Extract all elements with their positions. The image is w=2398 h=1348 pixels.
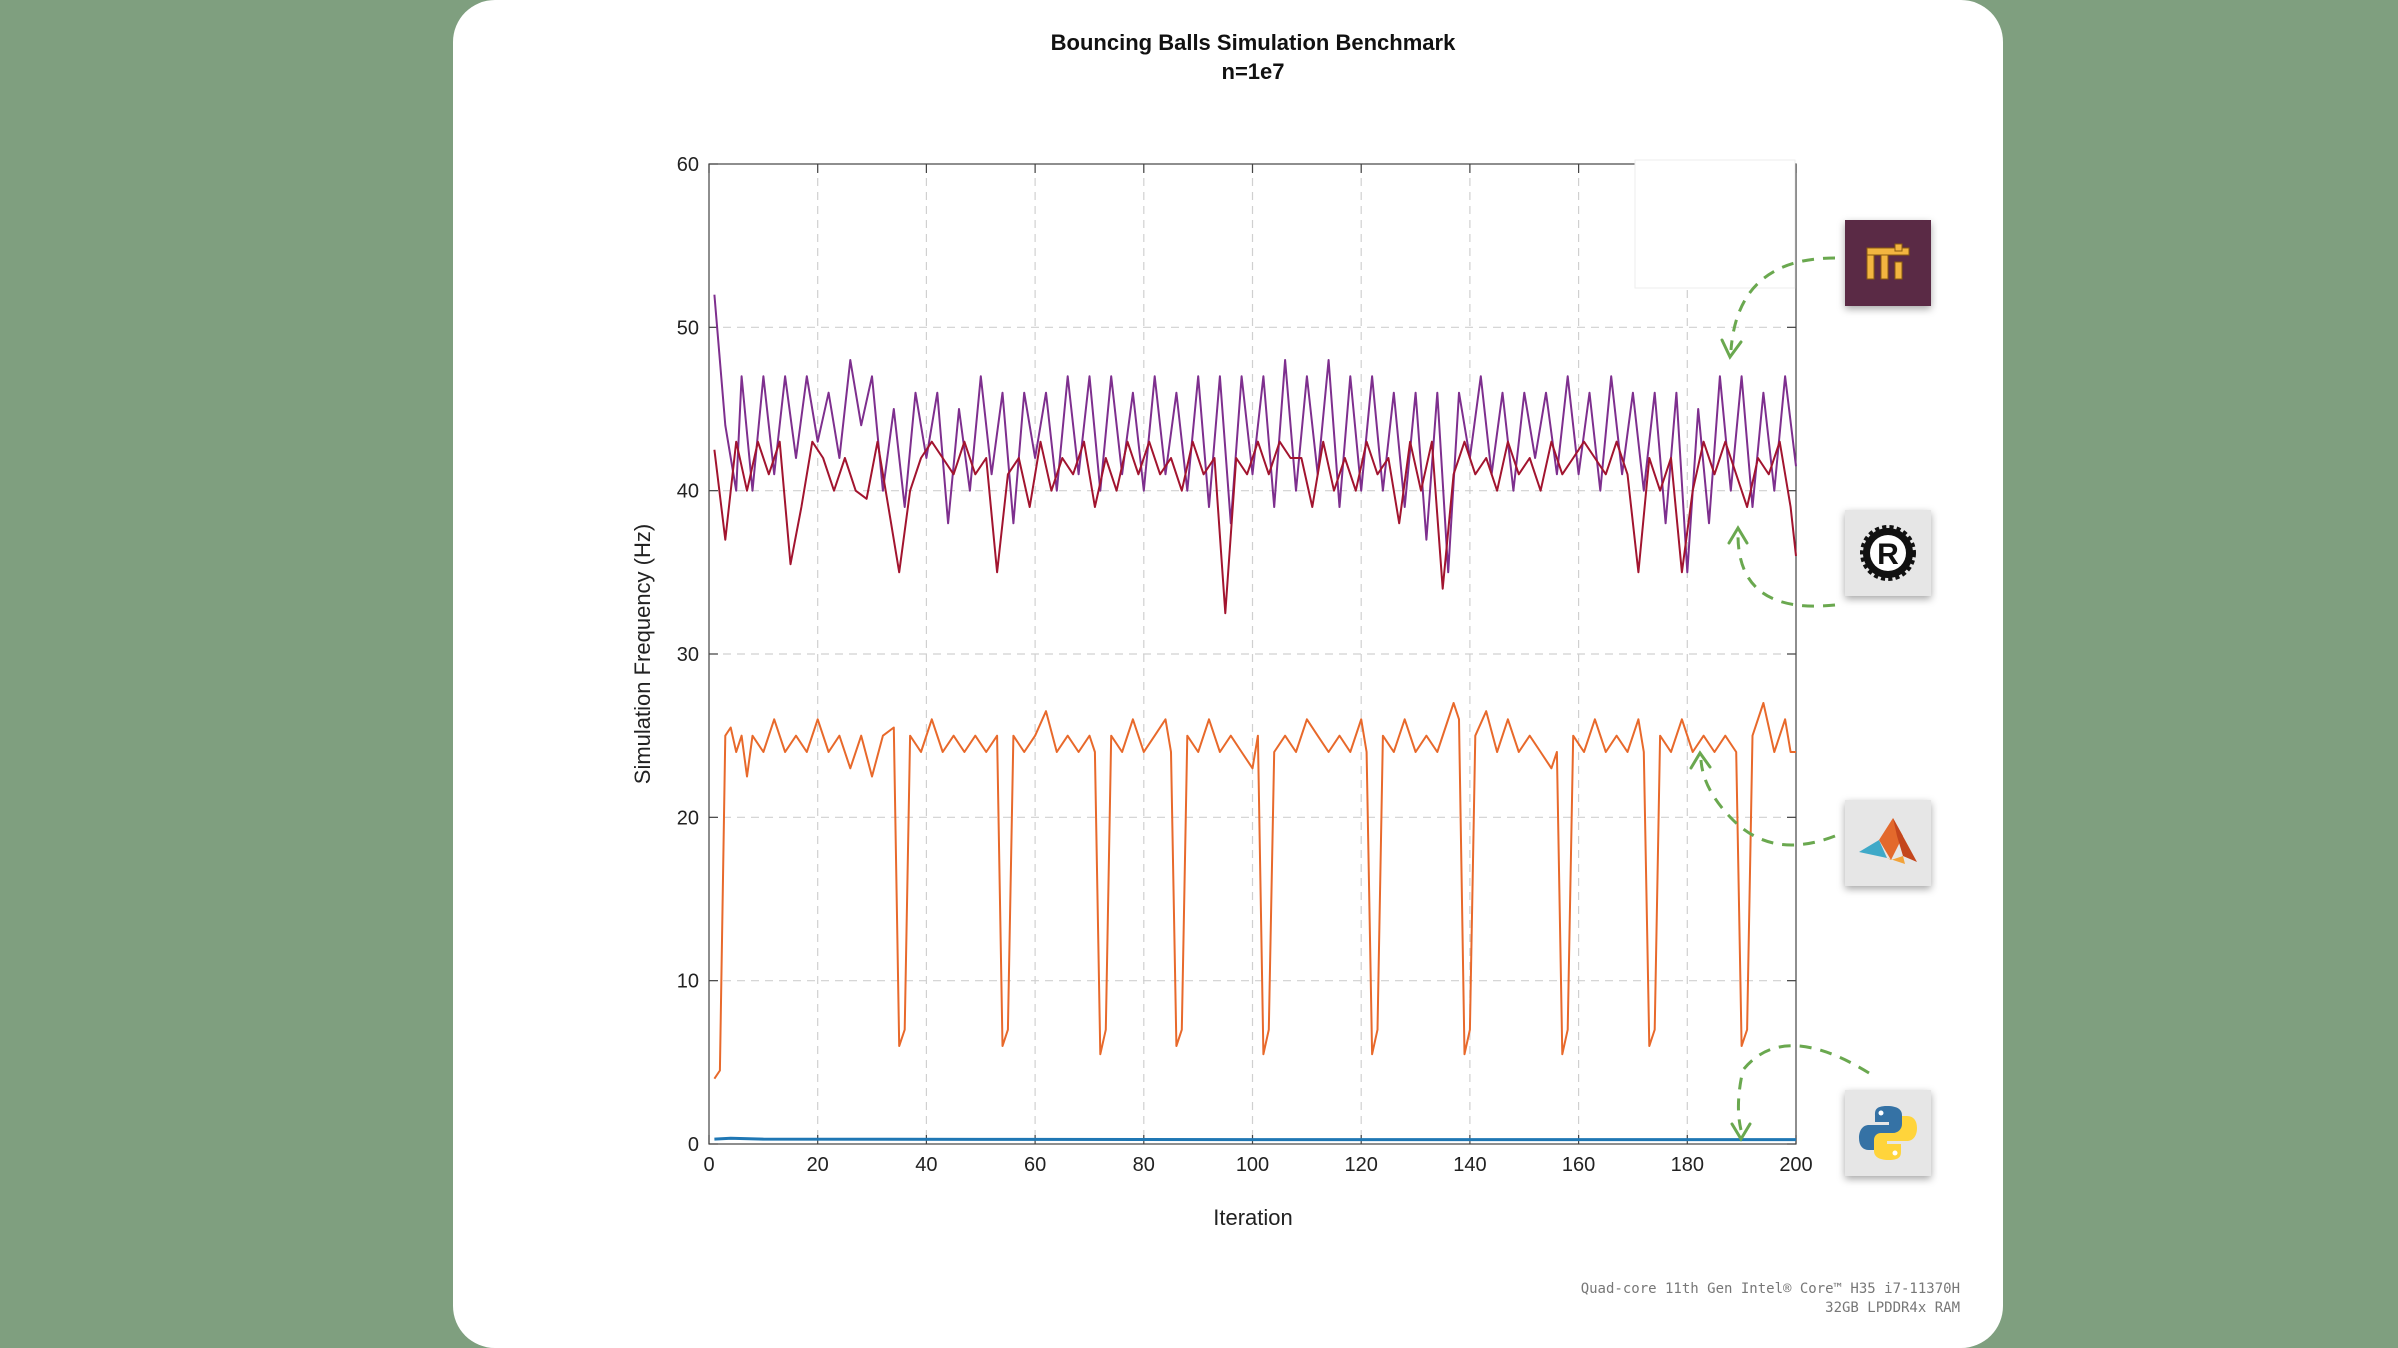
- annotation-arrows: [1699, 256, 1870, 1131]
- taichi-logo-icon: [1845, 220, 1931, 306]
- y-tick-label: 30: [677, 644, 699, 666]
- arrow-python: [1736, 1044, 1870, 1131]
- x-axis-label: Iteration: [1213, 1205, 1293, 1230]
- x-tick-label: 120: [1345, 1154, 1378, 1176]
- hardware-footnote-line1: Quad-core 11th Gen Intel® Core™ H35 i7-1…: [1581, 1281, 1960, 1297]
- arrowhead-taichi: [1720, 338, 1743, 360]
- arrowhead-rust: [1727, 525, 1749, 545]
- x-tick-label: 20: [807, 1154, 829, 1176]
- arrow-taichi: [1729, 256, 1836, 351]
- x-tick-label: 40: [915, 1154, 937, 1176]
- y-tick-label: 60: [677, 154, 699, 176]
- arrow-rust: [1736, 534, 1836, 608]
- y-axis-label: Simulation Frequency (Hz): [630, 524, 655, 784]
- rust-logo-icon: R: [1845, 510, 1931, 596]
- x-tick-label: 80: [1133, 1154, 1155, 1176]
- chart-subtitle: n=1e7: [1222, 59, 1285, 84]
- y-tick-label: 40: [677, 481, 699, 503]
- hardware-footnote-line2: 32GB LPDDR4x RAM: [1825, 1300, 1960, 1316]
- y-tick-label: 50: [677, 317, 699, 339]
- matlab-logo-icon: [1845, 800, 1931, 886]
- arrow-matlab: [1699, 759, 1836, 847]
- python-logo-icon: [1845, 1090, 1931, 1176]
- legend-box: [1634, 159, 1796, 289]
- chart-card: Bouncing Balls Simulation Benchmark n=1e…: [453, 0, 2003, 1348]
- y-tick-label: 20: [677, 807, 699, 829]
- x-tick-label: 200: [1779, 1154, 1812, 1176]
- python-series-line: [714, 1136, 1796, 1142]
- x-tick-label: 140: [1453, 1154, 1486, 1176]
- x-tick-label: 0: [703, 1154, 714, 1176]
- x-tick-label: 160: [1562, 1154, 1595, 1176]
- svg-text:R: R: [1877, 538, 1899, 571]
- grid: [709, 164, 1796, 1144]
- rust-series-line: [713, 440, 1797, 615]
- axis-ticks: 0 20 40 60 80 100 120 140 160 180 200 0 10 20 30 40 50 60: [677, 154, 1813, 1176]
- taichi-series-line: [713, 294, 1797, 574]
- chart: Bouncing Balls Simulation Benchmark n=1e…: [630, 30, 1960, 1316]
- x-tick-label: 60: [1024, 1154, 1046, 1176]
- x-tick-label: 100: [1236, 1154, 1269, 1176]
- chart-title: Bouncing Balls Simulation Benchmark: [1051, 30, 1456, 55]
- series-lines: [713, 294, 1797, 1142]
- arrowhead-python: [1730, 1122, 1752, 1142]
- arrow-heads: [1689, 338, 1752, 1142]
- y-tick-label: 0: [688, 1134, 699, 1156]
- matlab-series-line: [713, 702, 1796, 1080]
- x-tick-label: 180: [1671, 1154, 1704, 1176]
- arrowhead-matlab: [1689, 750, 1712, 770]
- y-tick-label: 10: [677, 971, 699, 993]
